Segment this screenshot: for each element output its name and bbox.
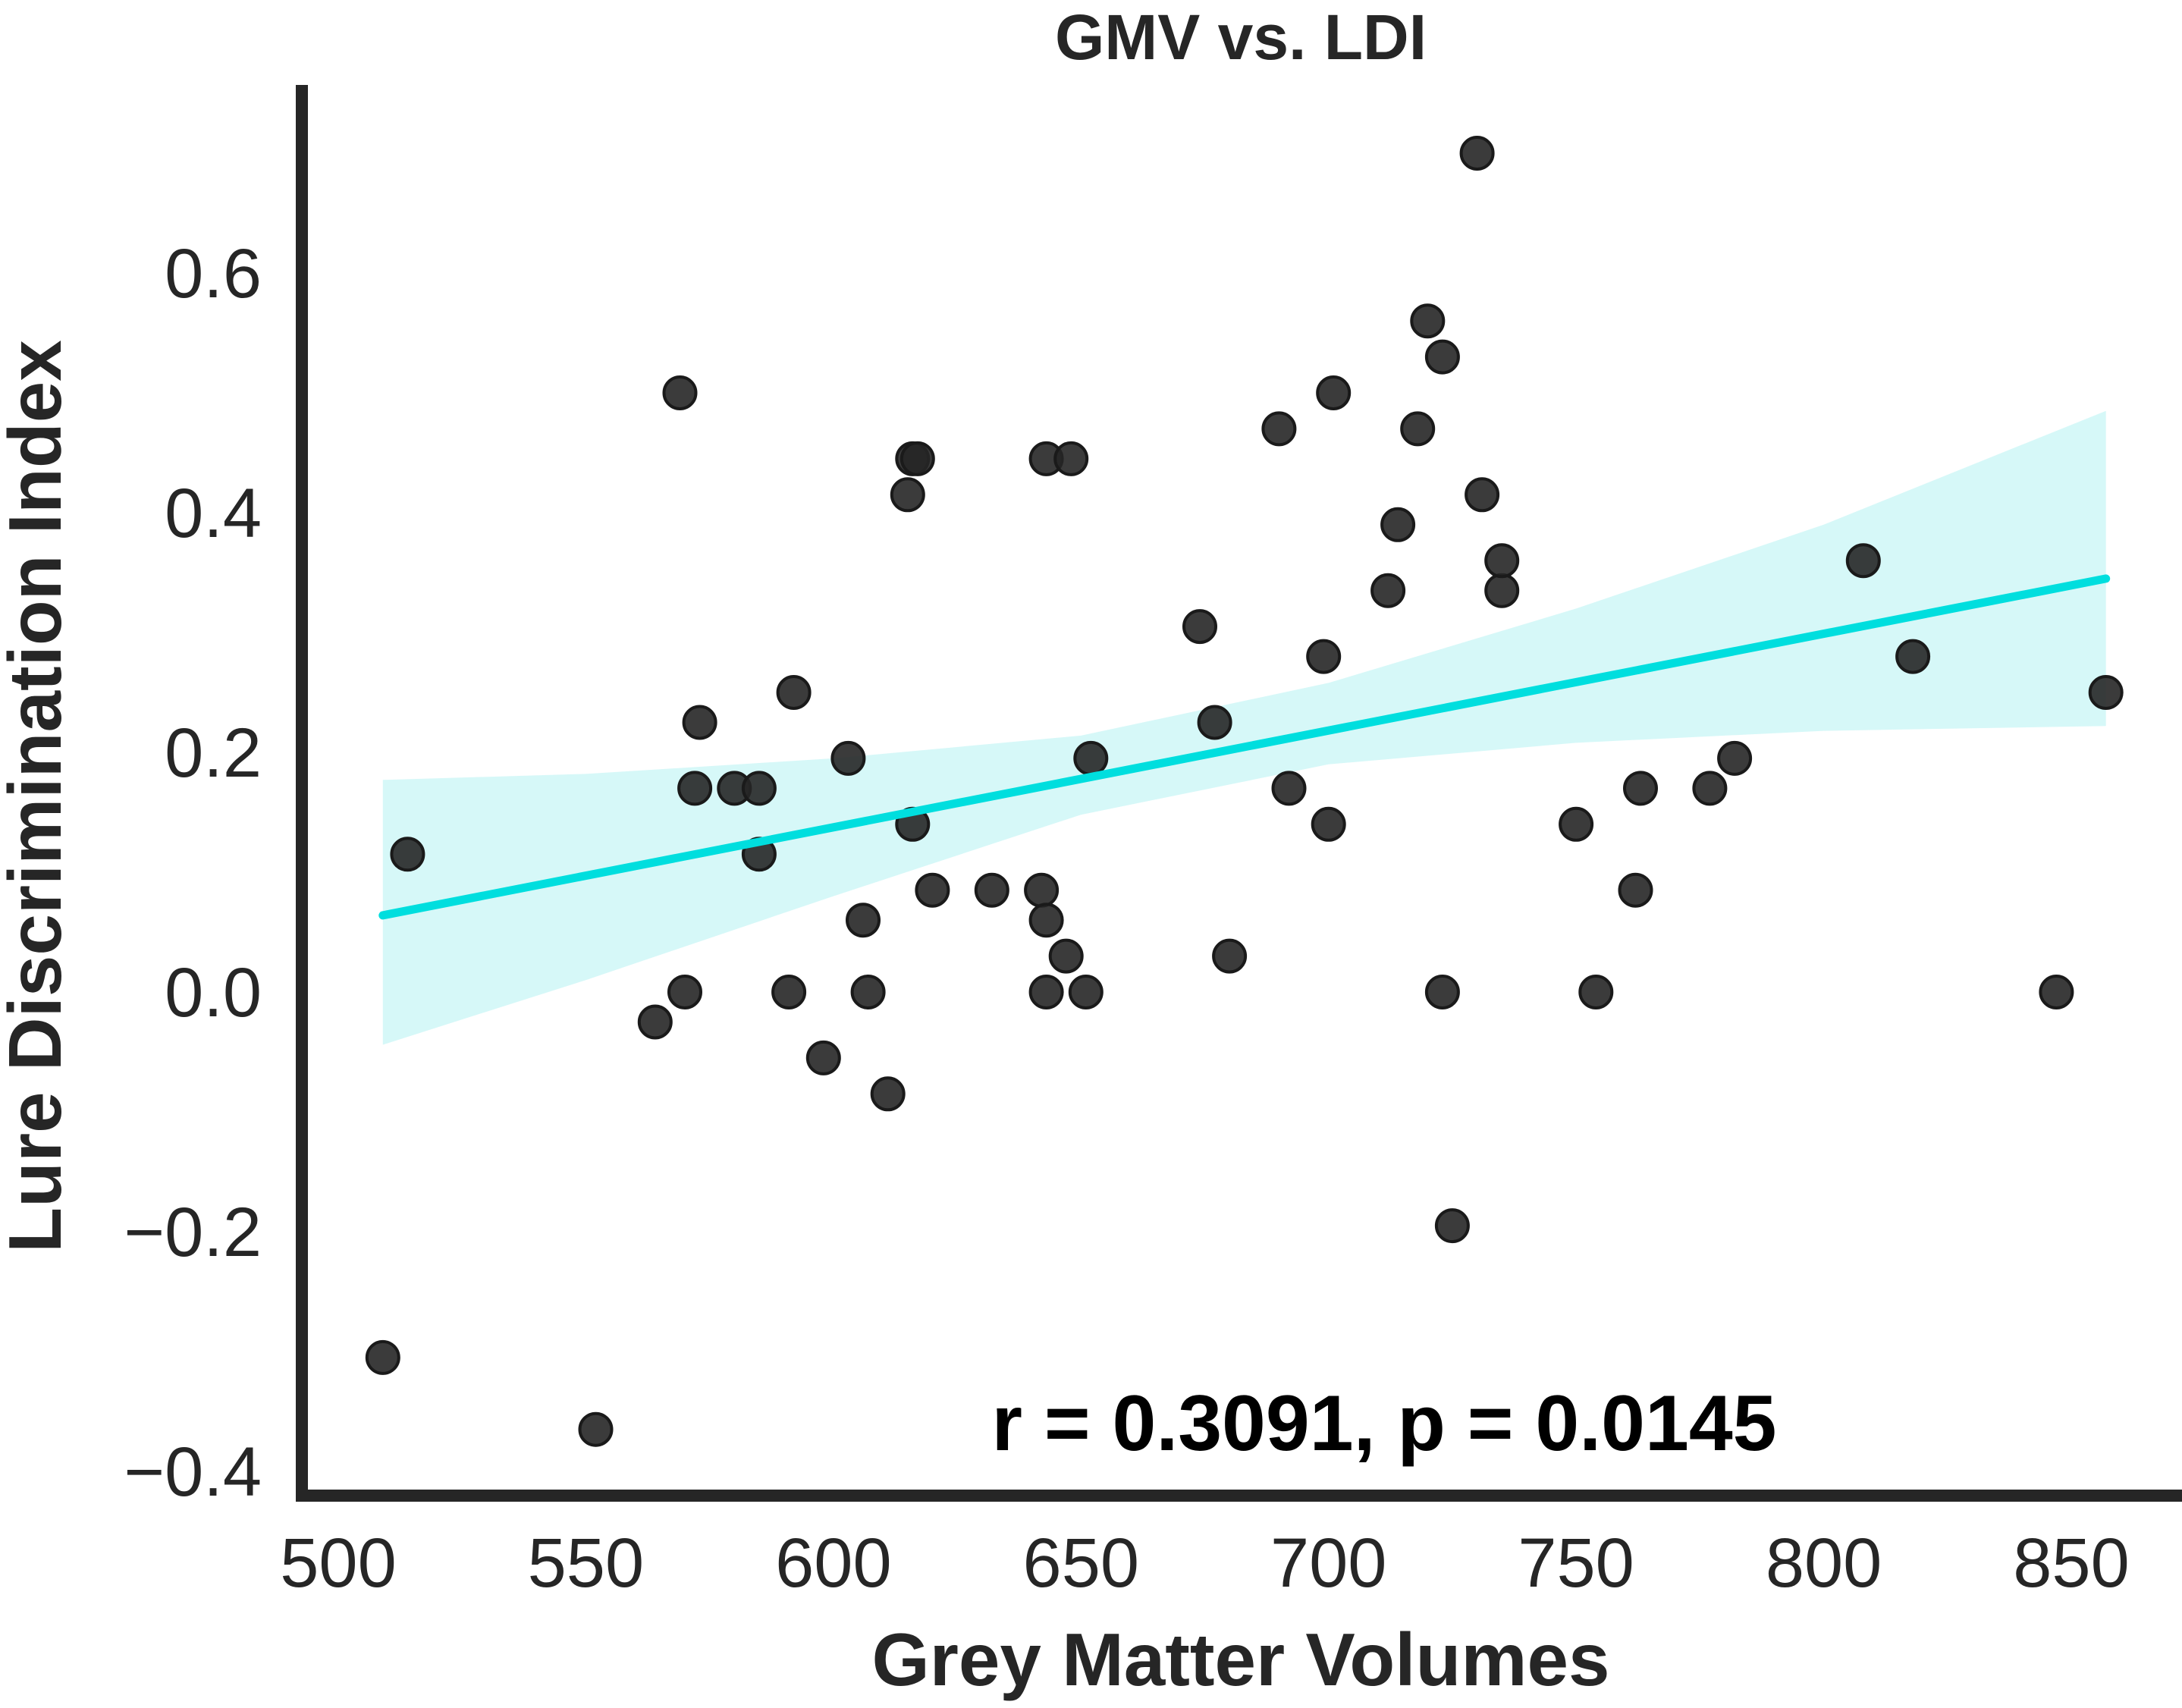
- data-point: [578, 1411, 614, 1447]
- x-tick-label: 550: [528, 1524, 645, 1602]
- data-point: [741, 771, 777, 806]
- data-point: [667, 975, 702, 1009]
- x-axis-ticks: 500 550 600 650 700 750 800 850: [280, 1524, 2130, 1602]
- data-point: [1618, 872, 1653, 908]
- data-point: [1271, 771, 1307, 806]
- y-tick-label: −0.4: [124, 1433, 262, 1511]
- x-tick-label: 700: [1270, 1524, 1387, 1602]
- x-tick-label: 600: [775, 1524, 892, 1602]
- x-tick-label: 500: [280, 1524, 397, 1602]
- data-point: [1484, 543, 1520, 579]
- data-point: [1028, 975, 1064, 1009]
- data-point: [2039, 975, 2074, 1009]
- y-axis-ticks: −0.4 −0.2 0.0 0.2 0.4 0.6: [124, 235, 262, 1511]
- data-point: [1410, 303, 1446, 339]
- x-tick-label: 650: [1023, 1524, 1140, 1602]
- data-point: [1028, 903, 1064, 938]
- data-point: [1434, 1208, 1470, 1244]
- data-point: [1559, 806, 1594, 842]
- y-tick-label: −0.2: [124, 1194, 262, 1271]
- data-point: [850, 975, 886, 1009]
- data-point: [677, 771, 713, 806]
- data-point: [1717, 740, 1753, 776]
- data-point: [830, 740, 866, 776]
- data-point: [682, 705, 717, 740]
- y-tick-label: 0.0: [165, 954, 262, 1031]
- data-point: [1182, 609, 1217, 645]
- data-point: [1212, 938, 1248, 974]
- data-point: [1845, 543, 1881, 579]
- data-point: [1424, 339, 1460, 375]
- data-point: [1073, 740, 1109, 776]
- confidence-band: [382, 410, 2106, 1045]
- data-point: [890, 477, 925, 513]
- data-point: [805, 1040, 841, 1075]
- data-point: [915, 872, 950, 908]
- x-tick-label: 800: [1766, 1524, 1882, 1602]
- y-tick-label: 0.6: [165, 235, 262, 312]
- data-point: [1465, 477, 1500, 513]
- data-point: [1895, 639, 1931, 674]
- data-point: [1311, 806, 1346, 842]
- data-point: [771, 975, 807, 1009]
- data-point: [1400, 411, 1436, 447]
- data-point: [899, 441, 935, 476]
- data-point: [662, 375, 698, 410]
- data-point: [870, 1076, 906, 1112]
- y-axis-label: Lure Discrimination Index: [0, 340, 77, 1252]
- data-point: [1424, 975, 1460, 1009]
- data-points: [365, 136, 2124, 1447]
- data-point: [1692, 771, 1728, 806]
- data-point: [2088, 675, 2124, 710]
- correlation-annotation: r = 0.3091, p = 0.0145: [991, 1380, 1776, 1468]
- data-point: [637, 1004, 673, 1040]
- data-point: [1380, 507, 1416, 542]
- chart-title: GMV vs. LDI: [1055, 2, 1427, 73]
- data-point: [1024, 872, 1060, 908]
- regression-line: [378, 574, 2111, 920]
- data-point: [365, 1339, 400, 1375]
- data-point: [1306, 639, 1342, 674]
- y-tick-label: 0.2: [165, 714, 262, 792]
- data-point: [1048, 938, 1084, 974]
- data-point: [974, 872, 1009, 908]
- data-point: [1053, 441, 1089, 476]
- data-point: [776, 675, 812, 710]
- data-point: [1261, 411, 1297, 447]
- data-point: [1459, 136, 1495, 171]
- y-tick-label: 0.4: [165, 475, 262, 552]
- data-point: [846, 903, 881, 938]
- x-tick-label: 850: [2013, 1524, 2130, 1602]
- x-tick-label: 750: [1518, 1524, 1634, 1602]
- data-point: [1316, 375, 1352, 410]
- data-point: [1484, 573, 1520, 608]
- data-point: [1370, 573, 1406, 608]
- data-point: [1068, 975, 1104, 1009]
- plot-area: [365, 136, 2124, 1447]
- data-point: [1197, 705, 1232, 740]
- data-point: [1623, 771, 1658, 806]
- data-point: [1578, 975, 1614, 1009]
- x-axis-label: Grey Matter Volumes: [871, 1618, 1609, 1701]
- data-point: [390, 837, 425, 872]
